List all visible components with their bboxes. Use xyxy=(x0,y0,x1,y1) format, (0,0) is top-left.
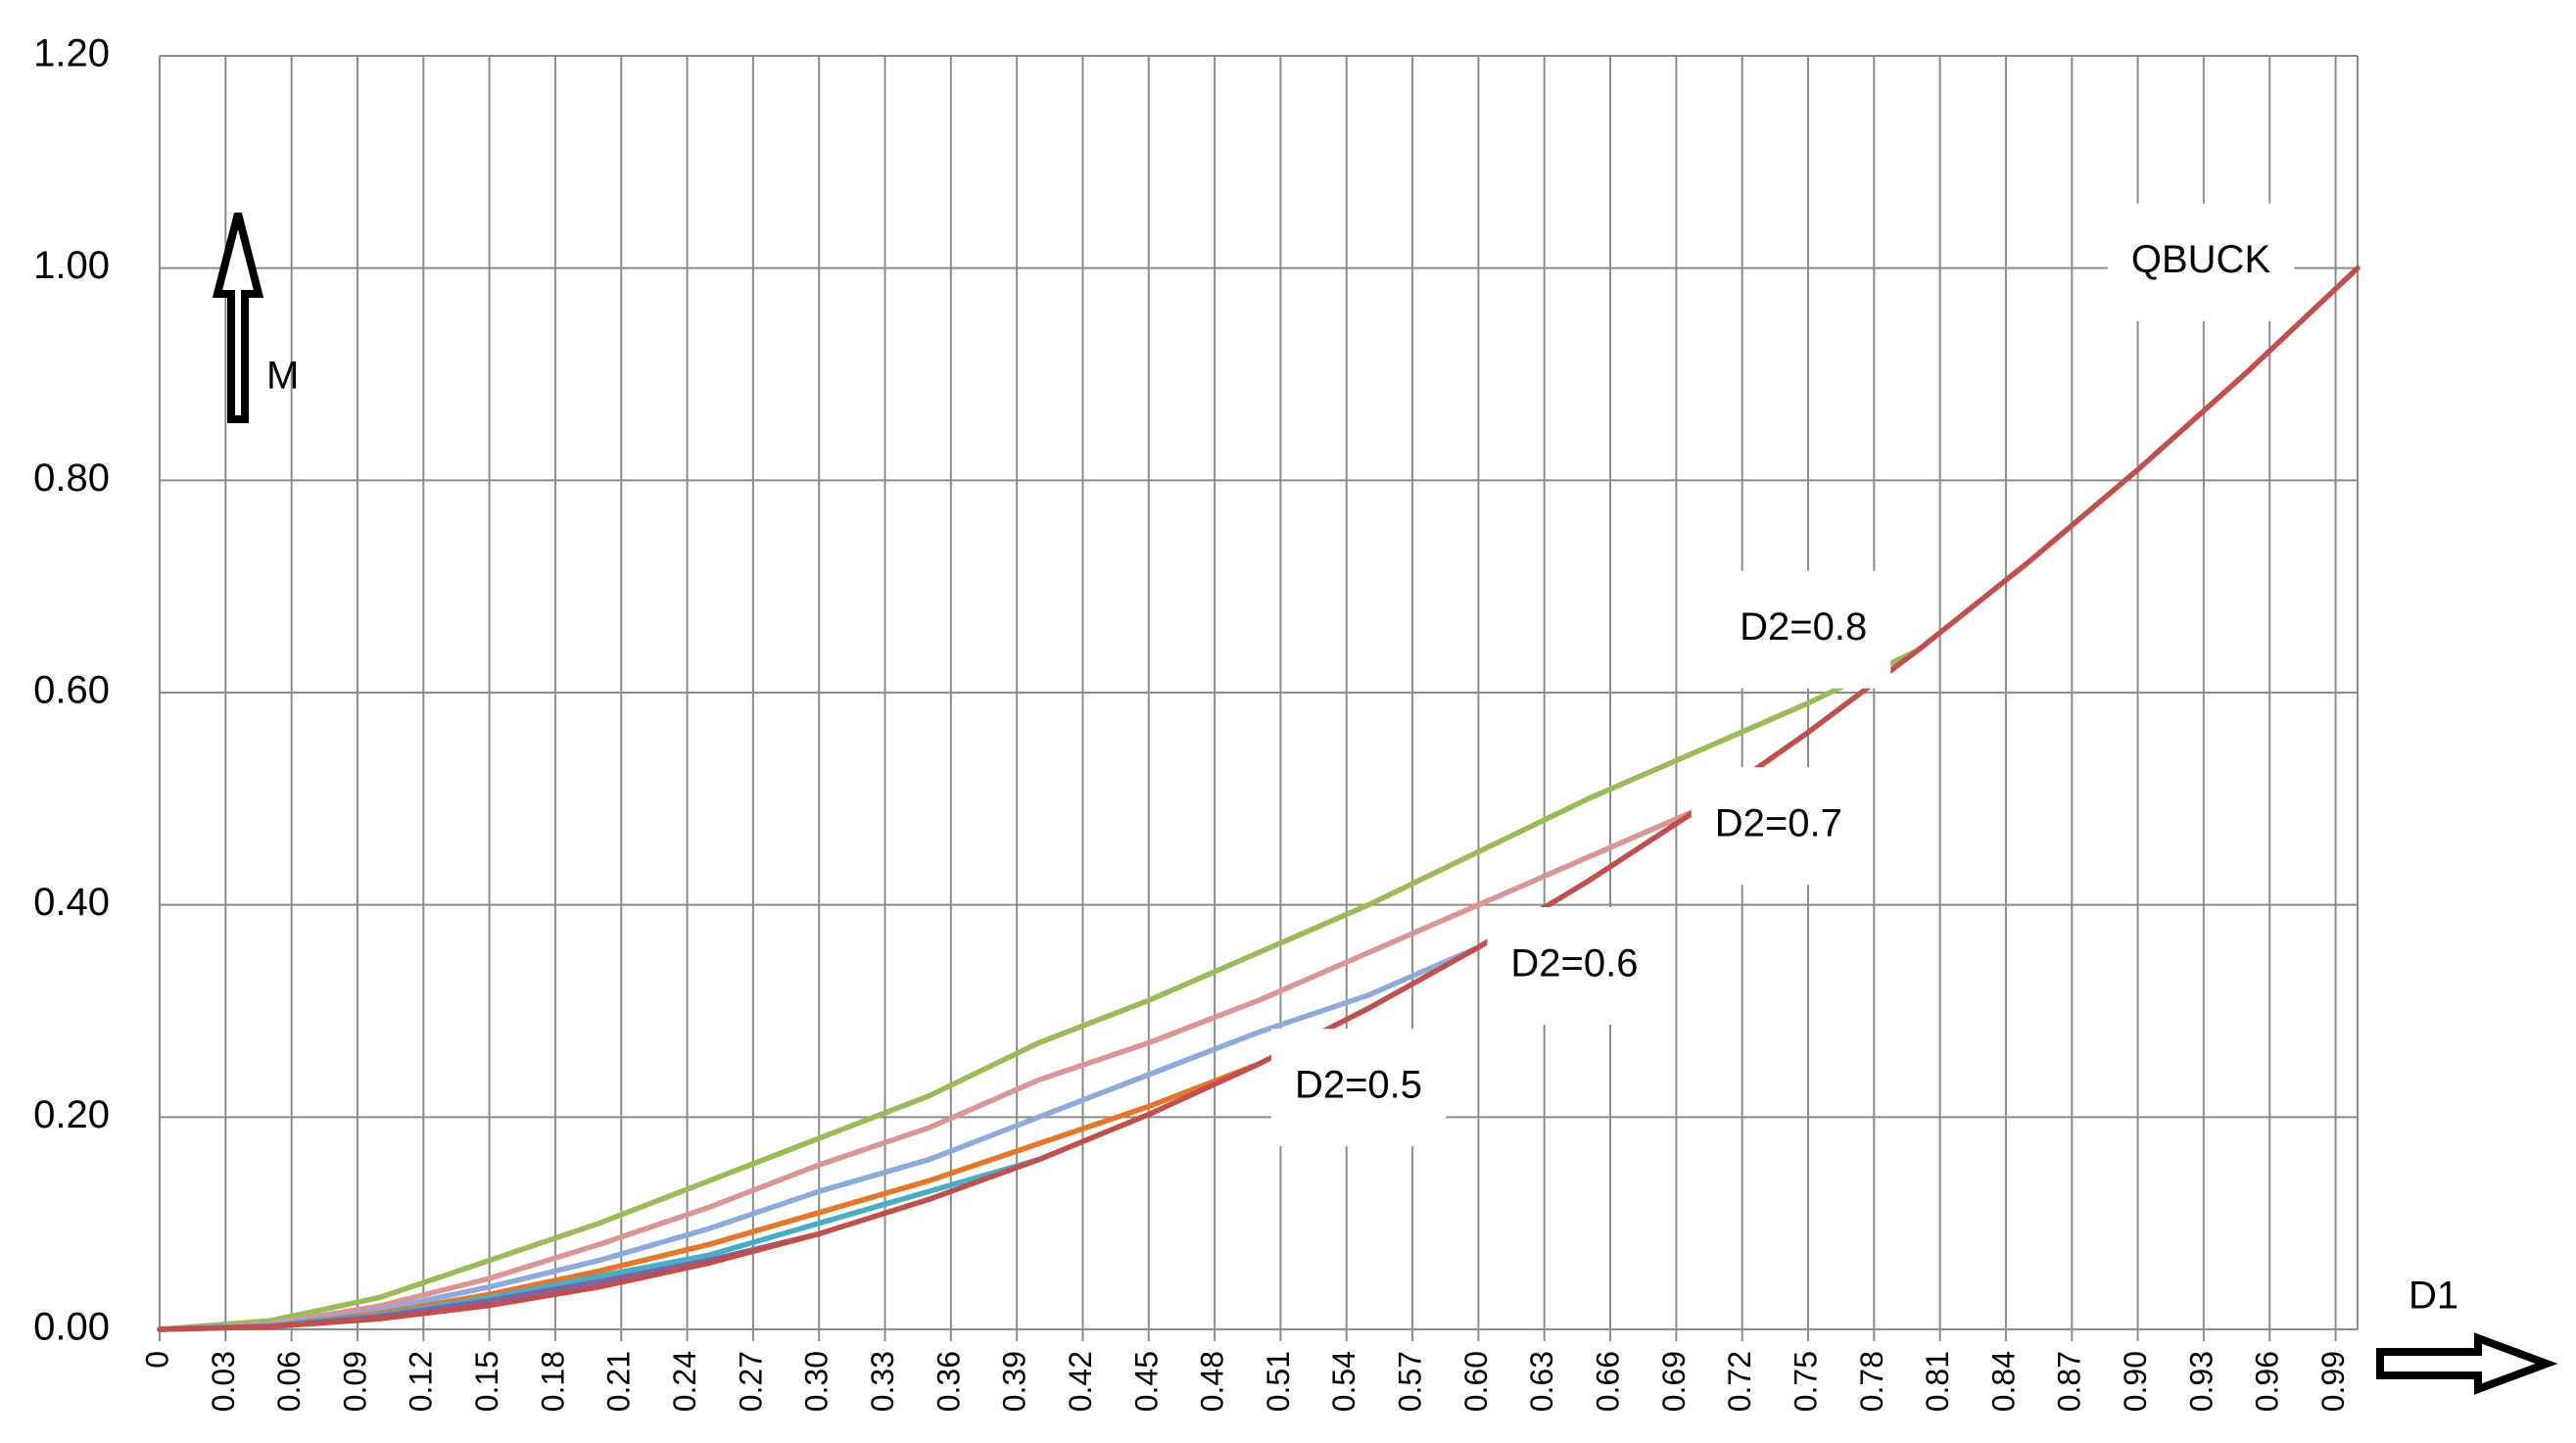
x-tick-label: 0.06 xyxy=(271,1351,307,1412)
series-line xyxy=(157,265,2361,1332)
y-tick-label: 0.80 xyxy=(33,457,110,500)
x-tick-label: 0.24 xyxy=(667,1351,702,1412)
x-tick-label: 0.66 xyxy=(1590,1351,1625,1412)
series-label: D2=0.8 xyxy=(1740,605,1867,649)
y-tick-label: 0.00 xyxy=(33,1306,110,1349)
labels: D2=0.8 D2=0.7 D2=0.6 D2=0.5 QBUCK xyxy=(1270,203,2295,1147)
label-background xyxy=(1716,570,1891,689)
x-arrow xyxy=(2376,1332,2558,1395)
series-line xyxy=(157,806,1701,1332)
x-tick-label: 0.15 xyxy=(469,1351,504,1412)
label-background xyxy=(1691,767,1866,886)
x-tick-label: 0.48 xyxy=(1195,1351,1230,1412)
series-label: QBUCK xyxy=(2131,238,2271,281)
x-tick-label: 0.39 xyxy=(997,1351,1032,1412)
x-tick-label: 0.75 xyxy=(1788,1351,1823,1412)
y-axis-label: M xyxy=(266,355,299,398)
x-tick-label: 0.33 xyxy=(865,1351,900,1412)
x-tick-label: 0.63 xyxy=(1524,1351,1559,1412)
y-tick-label: 0.60 xyxy=(33,669,110,712)
x-tick-label: 0.09 xyxy=(337,1351,372,1412)
label-background xyxy=(2107,203,2295,321)
x-tick-label: 0.36 xyxy=(930,1351,966,1412)
x-tick-label: 0.96 xyxy=(2250,1351,2285,1412)
x-tick-label: 0.84 xyxy=(1985,1351,2021,1412)
x-tick-label: 0.78 xyxy=(1854,1351,1889,1412)
x-tick-label: 0.03 xyxy=(206,1351,241,1412)
x-tick-label: 0.81 xyxy=(1920,1351,1955,1412)
series-line xyxy=(157,647,1921,1332)
x-axis-label: D1 xyxy=(2409,1275,2458,1318)
series-label: D2=0.5 xyxy=(1295,1064,1422,1107)
x-tick-label: 0.69 xyxy=(1656,1351,1692,1412)
series-label: D2=0.6 xyxy=(1510,942,1638,986)
x-tick-label: 0.90 xyxy=(2118,1351,2153,1412)
x-tick-label: 0.27 xyxy=(733,1351,768,1412)
x-tick-label: 0.45 xyxy=(1128,1351,1164,1412)
x-tick-label: 0.12 xyxy=(404,1351,439,1412)
y-tick-label: 1.00 xyxy=(33,244,110,287)
x-tick-label: 0.99 xyxy=(2315,1351,2351,1412)
series-line xyxy=(157,1061,1262,1332)
x-tick-label: 0 xyxy=(139,1351,174,1369)
x-tick-label: 0.18 xyxy=(535,1351,570,1412)
label-background xyxy=(1270,1029,1447,1147)
x-tick-label: 0.54 xyxy=(1326,1351,1361,1412)
x-tick-label: 0.51 xyxy=(1261,1351,1296,1412)
x-tick-label: 0.30 xyxy=(799,1351,835,1412)
x-tick-label: 0.72 xyxy=(1722,1351,1757,1412)
y-tick-label: 1.20 xyxy=(33,32,110,75)
lines xyxy=(157,265,2361,1332)
y-arrow xyxy=(212,213,264,423)
grid: 0.00 0.20 0.40 0.60 0.80 1.00 1.20 0 0.03 0.06 0.0… xyxy=(33,32,2359,1412)
label-background xyxy=(1487,907,1662,1025)
series-line xyxy=(157,944,1482,1332)
x-tick-label: 0.42 xyxy=(1063,1351,1098,1412)
x-tick-label: 0.60 xyxy=(1458,1351,1494,1412)
x-tick-label: 0.21 xyxy=(601,1351,637,1412)
x-tick-label: 0.57 xyxy=(1393,1351,1428,1412)
y-tick-label: 0.20 xyxy=(33,1093,110,1136)
x-tick-label: 0.87 xyxy=(2052,1351,2087,1412)
series-label: D2=0.7 xyxy=(1715,802,1842,845)
y-tick-label: 0.40 xyxy=(33,881,110,924)
x-tick-label: 0.93 xyxy=(2183,1351,2218,1412)
